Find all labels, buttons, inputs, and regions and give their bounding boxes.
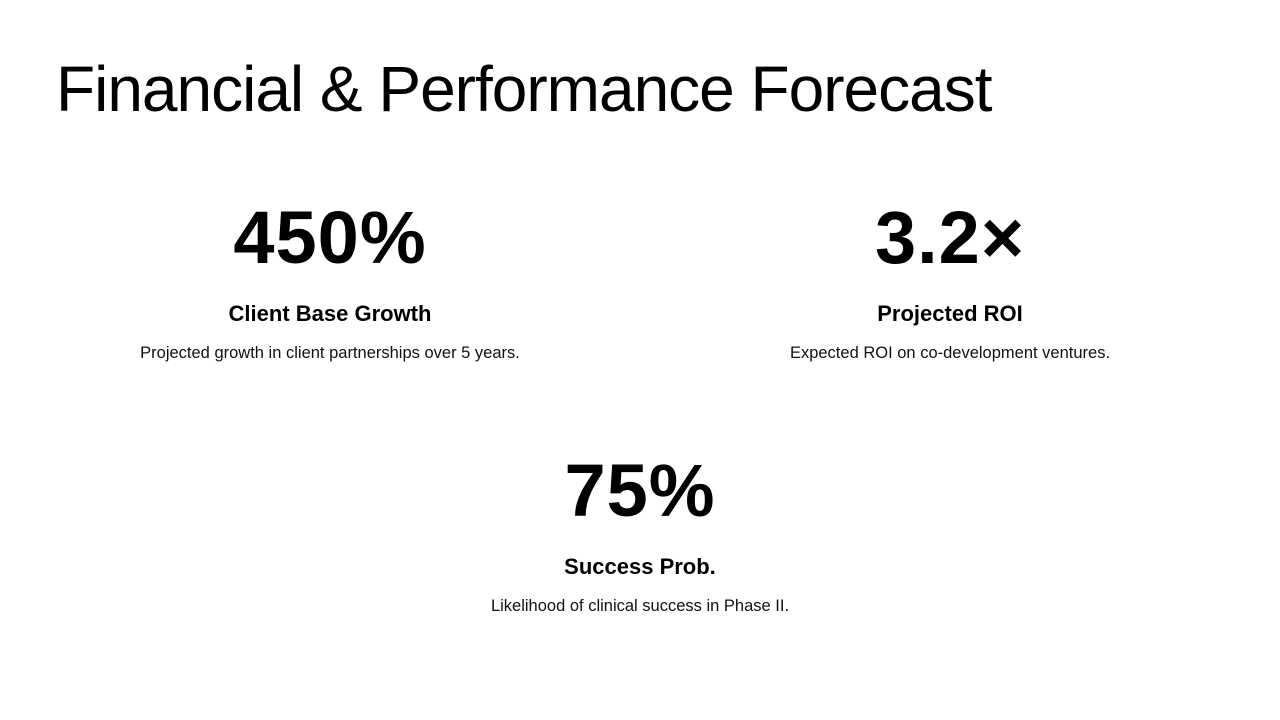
stat-description: Expected ROI on co-development ventures. [789,344,1111,362]
stat-label: Client Base Growth [228,301,432,326]
stat-value: 75% [564,449,716,532]
page-title: Financial & Performance Forecast [56,53,992,125]
stat-description: Likelihood of clinical success in Phase … [490,597,790,615]
stat-card-projected-roi: 3.2× Projected ROI Expected ROI on co-de… [650,198,1250,364]
stat-description: Projected growth in client partnerships … [140,344,520,362]
stat-value: 450% [233,196,427,279]
stat-value: 3.2× [874,196,1026,279]
stat-label: Projected ROI [877,301,1023,326]
stat-label: Success Prob. [564,554,716,579]
stat-card-success-probability: 75% Success Prob. Likelihood of clinical… [340,451,940,617]
stat-card-client-growth: 450% Client Base Growth Projected growth… [30,198,630,364]
